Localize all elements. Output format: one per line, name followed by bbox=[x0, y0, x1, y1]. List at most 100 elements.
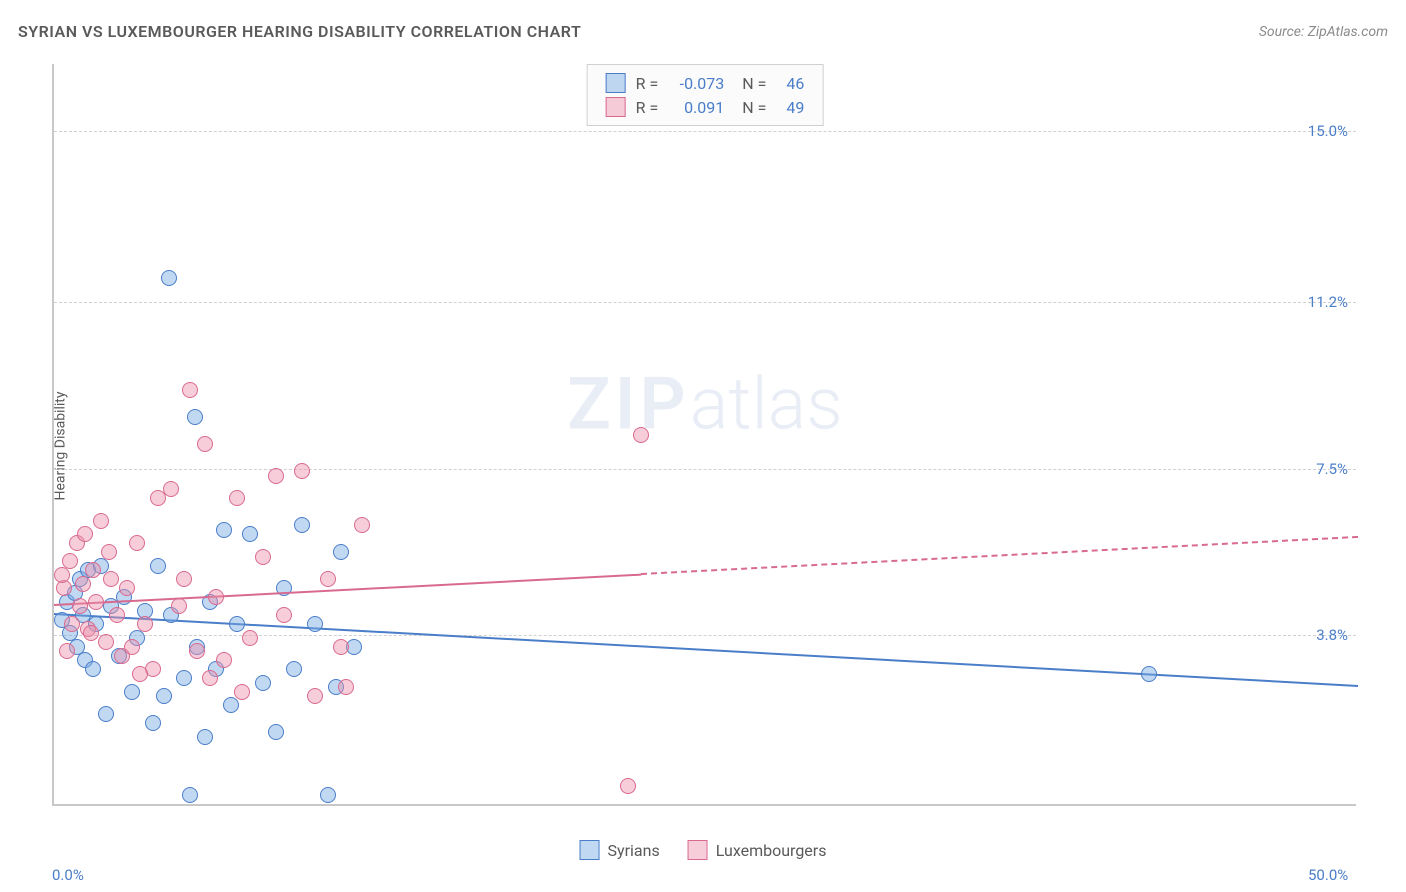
scatter-point bbox=[620, 778, 636, 794]
stat-n-label: N = bbox=[734, 98, 766, 117]
stat-n-value: 49 bbox=[776, 98, 804, 117]
stat-r-label: R = bbox=[636, 74, 659, 93]
gridline bbox=[54, 469, 1356, 470]
scatter-point bbox=[338, 679, 354, 695]
scatter-point bbox=[1141, 666, 1157, 682]
gridline bbox=[54, 131, 1356, 132]
scatter-point bbox=[268, 724, 284, 740]
regression-line bbox=[54, 613, 1358, 687]
scatter-point bbox=[56, 580, 72, 596]
stat-r-value: -0.073 bbox=[668, 74, 724, 93]
scatter-point bbox=[85, 661, 101, 677]
scatter-point bbox=[72, 598, 88, 614]
scatter-point bbox=[109, 607, 125, 623]
scatter-point bbox=[229, 490, 245, 506]
y-tick-label: 7.5% bbox=[1316, 460, 1348, 478]
legend-label: Syrians bbox=[608, 841, 660, 860]
scatter-point bbox=[182, 382, 198, 398]
scatter-point bbox=[129, 535, 145, 551]
legend-swatch bbox=[606, 97, 626, 117]
watermark-light: atlas bbox=[690, 362, 843, 447]
scatter-point bbox=[242, 630, 258, 646]
legend-item: Syrians bbox=[580, 840, 660, 860]
scatter-point bbox=[216, 652, 232, 668]
scatter-point bbox=[208, 589, 224, 605]
scatter-point bbox=[132, 666, 148, 682]
source-label: Source: ZipAtlas.com bbox=[1259, 24, 1388, 40]
chart-header: SYRIAN VS LUXEMBOURGER HEARING DISABILIT… bbox=[18, 22, 1388, 41]
stat-r-label: R = bbox=[636, 98, 659, 117]
scatter-point bbox=[216, 522, 232, 538]
scatter-point bbox=[150, 558, 166, 574]
y-tick-label: 11.2% bbox=[1308, 293, 1348, 311]
scatter-point bbox=[85, 562, 101, 578]
stats-row: R = -0.073 N = 46 bbox=[606, 71, 805, 95]
scatter-point bbox=[64, 616, 80, 632]
scatter-point bbox=[83, 625, 99, 641]
scatter-point bbox=[187, 409, 203, 425]
scatter-point bbox=[75, 576, 91, 592]
scatter-point bbox=[229, 616, 245, 632]
scatter-point bbox=[268, 468, 284, 484]
scatter-point bbox=[354, 517, 370, 533]
scatter-point bbox=[276, 607, 292, 623]
scatter-point bbox=[202, 670, 218, 686]
scatter-point bbox=[93, 513, 109, 529]
scatter-point bbox=[101, 544, 117, 560]
scatter-point bbox=[189, 643, 205, 659]
legend-swatch bbox=[606, 73, 626, 93]
scatter-point bbox=[333, 639, 349, 655]
scatter-point bbox=[176, 571, 192, 587]
bottom-legend: Syrians Luxembourgers bbox=[580, 840, 827, 860]
stats-row: R = 0.091 N = 49 bbox=[606, 95, 805, 119]
stat-r-value: 0.091 bbox=[668, 98, 724, 117]
scatter-point bbox=[294, 517, 310, 533]
scatter-point bbox=[307, 616, 323, 632]
scatter-point bbox=[98, 706, 114, 722]
scatter-point bbox=[320, 787, 336, 803]
legend-label: Luxembourgers bbox=[716, 841, 827, 860]
scatter-point bbox=[163, 481, 179, 497]
regression-line bbox=[54, 573, 641, 605]
scatter-point bbox=[77, 526, 93, 542]
scatter-point bbox=[234, 684, 250, 700]
legend-swatch bbox=[580, 840, 600, 860]
legend-swatch bbox=[688, 840, 708, 860]
scatter-point bbox=[197, 436, 213, 452]
scatter-point bbox=[286, 661, 302, 677]
scatter-point bbox=[294, 463, 310, 479]
scatter-point bbox=[119, 580, 135, 596]
scatter-point bbox=[320, 571, 336, 587]
scatter-point bbox=[54, 567, 70, 583]
scatter-point bbox=[145, 715, 161, 731]
x-tick-label: 0.0% bbox=[52, 866, 84, 884]
scatter-point bbox=[223, 697, 239, 713]
stat-n-value: 46 bbox=[776, 74, 804, 93]
scatter-point bbox=[333, 544, 349, 560]
scatter-point bbox=[156, 688, 172, 704]
scatter-point bbox=[255, 675, 271, 691]
stats-legend-box: R = -0.073 N = 46 R = 0.091 N = 49 bbox=[587, 64, 824, 126]
stat-n-label: N = bbox=[734, 74, 766, 93]
scatter-point bbox=[633, 427, 649, 443]
scatter-point bbox=[307, 688, 323, 704]
scatter-point bbox=[255, 549, 271, 565]
scatter-point bbox=[137, 616, 153, 632]
scatter-point bbox=[124, 639, 140, 655]
scatter-point bbox=[59, 643, 75, 659]
scatter-point bbox=[171, 598, 187, 614]
scatter-point bbox=[161, 270, 177, 286]
chart-title: SYRIAN VS LUXEMBOURGER HEARING DISABILIT… bbox=[18, 22, 581, 41]
scatter-point bbox=[103, 571, 119, 587]
y-tick-label: 3.8% bbox=[1316, 626, 1348, 644]
scatter-point bbox=[176, 670, 192, 686]
scatter-point bbox=[197, 729, 213, 745]
y-tick-label: 15.0% bbox=[1308, 122, 1348, 140]
gridline bbox=[54, 302, 1356, 303]
x-tick-label: 50.0% bbox=[1308, 866, 1348, 884]
watermark-bold: ZIP bbox=[567, 362, 689, 447]
chart-plot-area: ZIPatlas R = -0.073 N = 46 R = 0.091 N = 49 3… bbox=[52, 64, 1356, 806]
watermark: ZIPatlas bbox=[567, 362, 843, 447]
scatter-point bbox=[182, 787, 198, 803]
legend-item: Luxembourgers bbox=[688, 840, 827, 860]
